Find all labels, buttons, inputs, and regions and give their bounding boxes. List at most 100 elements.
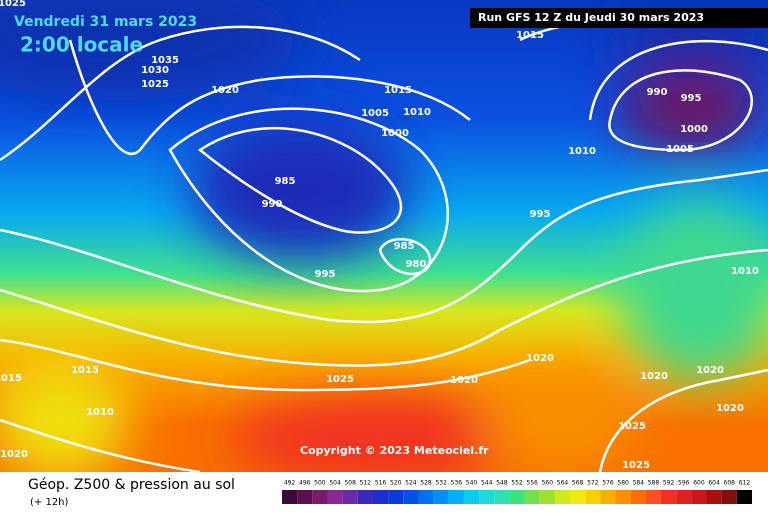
isobar-label: 1000 <box>680 124 708 135</box>
isobar-label: 1010 <box>403 107 431 118</box>
legend-label: 580 <box>617 480 629 487</box>
isobar-label: 1020 <box>696 365 724 376</box>
legend-swatch <box>327 490 343 504</box>
legend-swatch <box>585 490 601 504</box>
isobar-label: 1020 <box>526 353 554 364</box>
legend-swatch <box>342 490 358 504</box>
legend-swatch <box>630 490 646 504</box>
isobar-label: 1005 <box>361 108 389 119</box>
legend-label: 576 <box>602 480 614 487</box>
isobar-label: 980 <box>406 259 427 270</box>
legend-label: 592 <box>663 480 675 487</box>
isobar-label: 1010 <box>731 266 759 277</box>
isobar-label: 1015 <box>71 365 99 376</box>
legend-swatch <box>297 490 313 504</box>
legend-swatch <box>645 490 662 504</box>
legend-label: 596 <box>678 480 690 487</box>
isobar-label: 990 <box>647 87 668 98</box>
isobar-label: 1005 <box>666 144 694 155</box>
run-box <box>470 8 768 28</box>
legend-swatch <box>418 490 434 504</box>
run-info: Run GFS 12 Z du Jeudi 30 mars 2023 <box>478 11 704 24</box>
isobar-label: 1000 <box>381 128 409 139</box>
legend-swatch <box>372 490 389 504</box>
fields <box>0 0 768 485</box>
legend-label: 600 <box>693 480 705 487</box>
isobar-label: 1020 <box>450 375 478 386</box>
legend-label: 540 <box>466 480 478 487</box>
legend-label: 508 <box>344 480 356 487</box>
legend-swatch <box>570 490 586 504</box>
legend-label: 504 <box>329 480 341 487</box>
legend-swatch <box>524 490 540 504</box>
legend-swatch <box>661 490 677 504</box>
legend-swatch <box>479 490 495 504</box>
isobar-label: 1020 <box>716 403 744 414</box>
legend-swatch <box>282 490 298 504</box>
legend-swatch <box>403 490 419 504</box>
legend-label: 612 <box>739 480 751 487</box>
legend-label: 516 <box>375 480 387 487</box>
legend-swatch <box>448 490 464 504</box>
isobar-label: 990 <box>262 199 283 210</box>
legend-swatch <box>676 490 692 504</box>
footer-title: Géop. Z500 & pression au sol <box>28 477 235 493</box>
isobar-label: 995 <box>315 269 336 280</box>
legend-label: 524 <box>405 480 417 487</box>
isobar-label: 1025 <box>141 79 169 90</box>
legend-label: 500 <box>314 480 326 487</box>
isobar-label: 1035 <box>151 55 179 66</box>
isobar-label: 1015 <box>516 30 544 41</box>
isobar-label: 985 <box>394 241 415 252</box>
legend-label: 552 <box>511 480 523 487</box>
legend-swatch <box>539 490 555 504</box>
isobar-label: 1025 <box>622 460 650 471</box>
legend-label: 572 <box>587 480 599 487</box>
footer-lead: (+ 12h) <box>30 497 69 508</box>
time: 2:00 locale <box>20 33 143 57</box>
copyright: Copyright © 2023 Meteociel.fr <box>300 444 489 457</box>
isobar-label: 1025 <box>0 0 26 9</box>
legend-label: 556 <box>526 480 538 487</box>
legend-swatch <box>615 490 631 504</box>
isobar-label: 995 <box>681 93 702 104</box>
isobar-label: 995 <box>530 209 551 220</box>
legend-swatch <box>736 490 752 504</box>
legend-swatch <box>691 490 707 504</box>
isobar-label: 985 <box>275 176 296 187</box>
legend-label: 492 <box>284 480 296 487</box>
legend-swatch <box>433 490 449 504</box>
isobar-label: 1015 <box>0 373 22 384</box>
legend-label: 560 <box>542 480 554 487</box>
isobar-label: 1020 <box>640 371 668 382</box>
legend-label: 588 <box>648 480 660 487</box>
legend-swatch <box>463 490 480 504</box>
legend-swatch <box>600 490 616 504</box>
isobar-label: 1010 <box>568 146 596 157</box>
isobar-label: 1025 <box>326 374 354 385</box>
isobar-label: 1010 <box>86 407 114 418</box>
legend-label: 532 <box>435 480 447 487</box>
isobar-label: 1030 <box>141 65 169 76</box>
legend-label: 564 <box>557 480 569 487</box>
legend-label: 528 <box>420 480 432 487</box>
legend-swatch <box>357 490 373 504</box>
legend-swatch <box>388 490 404 504</box>
legend-label: 568 <box>572 480 584 487</box>
legend-swatch <box>509 490 525 504</box>
legend-swatch <box>554 490 571 504</box>
isobar-label: 1025 <box>618 421 646 432</box>
legend-label: 496 <box>299 480 311 487</box>
legend-label: 548 <box>496 480 508 487</box>
legend-label: 608 <box>724 480 736 487</box>
legend-swatch <box>706 490 722 504</box>
date: Vendredi 31 mars 2023 <box>14 14 197 30</box>
isobar-label: 1020 <box>0 449 28 460</box>
legend-label: 544 <box>481 480 493 487</box>
legend-label: 520 <box>390 480 402 487</box>
isobar-label: 1020 <box>211 85 239 96</box>
legend-label: 604 <box>708 480 720 487</box>
legend-label: 512 <box>360 480 372 487</box>
legend-label: 536 <box>451 480 463 487</box>
